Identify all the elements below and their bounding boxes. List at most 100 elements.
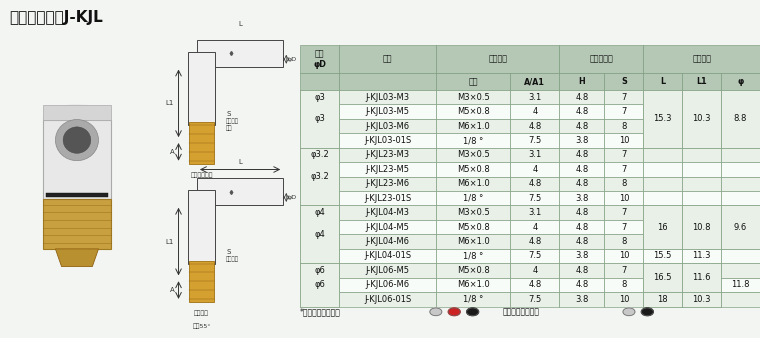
- Bar: [339, 263, 436, 277]
- Bar: [682, 292, 721, 307]
- Text: M3×0.5: M3×0.5: [457, 150, 489, 160]
- Text: 垫片: 垫片: [226, 125, 233, 131]
- Bar: [604, 263, 643, 277]
- Bar: [643, 148, 682, 162]
- Text: 接头长度: 接头长度: [692, 54, 711, 64]
- Text: 4.8: 4.8: [575, 179, 588, 188]
- Bar: [300, 249, 339, 263]
- Text: 六角对边: 六角对边: [226, 118, 239, 124]
- Text: 4: 4: [532, 266, 537, 275]
- Bar: [511, 148, 559, 162]
- Bar: [604, 148, 643, 162]
- Bar: [339, 249, 436, 263]
- Circle shape: [467, 308, 479, 316]
- Text: 六角对边: 六角对边: [226, 257, 239, 262]
- Bar: [721, 176, 760, 191]
- Bar: [682, 90, 721, 148]
- Text: 4.8: 4.8: [575, 165, 588, 174]
- Bar: [511, 176, 559, 191]
- Bar: [643, 249, 682, 263]
- Bar: [188, 190, 216, 264]
- Text: 7: 7: [621, 266, 626, 275]
- Text: 3.8: 3.8: [575, 251, 588, 261]
- Bar: [339, 90, 436, 104]
- Text: 7: 7: [621, 208, 626, 217]
- Text: M6×1.0: M6×1.0: [457, 122, 489, 130]
- Bar: [604, 191, 643, 206]
- Bar: [559, 206, 604, 220]
- Text: 15.3: 15.3: [654, 114, 672, 123]
- Text: φ3.2: φ3.2: [310, 150, 329, 160]
- Text: 16: 16: [657, 223, 668, 232]
- Bar: [721, 277, 760, 292]
- Bar: [643, 133, 682, 148]
- Bar: [559, 234, 604, 249]
- Bar: [682, 234, 721, 249]
- Text: 4: 4: [532, 223, 537, 232]
- Text: M5×0.8: M5×0.8: [457, 223, 489, 232]
- Bar: [339, 292, 436, 307]
- Text: A: A: [170, 149, 175, 155]
- Bar: [604, 220, 643, 234]
- Bar: [511, 73, 559, 90]
- Text: 型号: 型号: [383, 54, 392, 64]
- Bar: [339, 277, 436, 292]
- Text: 4.8: 4.8: [575, 93, 588, 102]
- Bar: [721, 73, 760, 90]
- Bar: [511, 191, 559, 206]
- Text: 8: 8: [621, 122, 626, 130]
- Bar: [682, 104, 721, 119]
- Text: 10.3: 10.3: [692, 114, 711, 123]
- Text: M5×0.8: M5×0.8: [457, 266, 489, 275]
- Bar: [339, 104, 436, 119]
- Text: 1/8 °: 1/8 °: [463, 251, 483, 261]
- Bar: [604, 133, 643, 148]
- Bar: [721, 148, 760, 162]
- Bar: [559, 263, 604, 277]
- Bar: [643, 176, 682, 191]
- Text: L: L: [660, 77, 665, 86]
- Bar: [300, 90, 339, 148]
- Bar: [511, 90, 559, 104]
- Bar: [559, 133, 604, 148]
- Bar: [436, 104, 511, 119]
- Text: 11.6: 11.6: [692, 273, 711, 282]
- Text: M3×0.5: M3×0.5: [457, 93, 489, 102]
- Bar: [682, 176, 721, 191]
- Bar: [721, 119, 760, 133]
- Bar: [339, 234, 436, 249]
- Bar: [511, 292, 559, 307]
- Text: L1: L1: [166, 239, 174, 245]
- Text: M5×0.8: M5×0.8: [457, 107, 489, 116]
- Bar: [604, 119, 643, 133]
- Circle shape: [641, 308, 654, 316]
- Circle shape: [623, 308, 635, 316]
- Polygon shape: [46, 193, 108, 197]
- Bar: [300, 263, 339, 277]
- Bar: [682, 148, 721, 162]
- Polygon shape: [43, 199, 111, 249]
- Bar: [721, 206, 760, 249]
- Bar: [436, 133, 511, 148]
- Text: 11.3: 11.3: [692, 251, 711, 261]
- Text: J-KJL04-01S: J-KJL04-01S: [364, 251, 411, 261]
- Text: 4.8: 4.8: [528, 237, 541, 246]
- Bar: [436, 220, 511, 234]
- Text: J-KJL06-M5: J-KJL06-M5: [366, 266, 410, 275]
- Text: A: A: [170, 287, 175, 293]
- Bar: [721, 90, 760, 148]
- Text: 10: 10: [619, 295, 629, 304]
- Bar: [436, 263, 511, 277]
- Bar: [300, 220, 339, 234]
- Bar: [643, 119, 682, 133]
- Bar: [682, 277, 721, 292]
- Text: 4.8: 4.8: [528, 122, 541, 130]
- Bar: [721, 206, 760, 220]
- Bar: [559, 220, 604, 234]
- Text: 4.8: 4.8: [528, 280, 541, 289]
- Bar: [300, 277, 339, 292]
- Bar: [643, 220, 682, 234]
- Text: M6×1.0: M6×1.0: [457, 237, 489, 246]
- Text: 9.6: 9.6: [734, 223, 747, 232]
- Bar: [721, 249, 760, 263]
